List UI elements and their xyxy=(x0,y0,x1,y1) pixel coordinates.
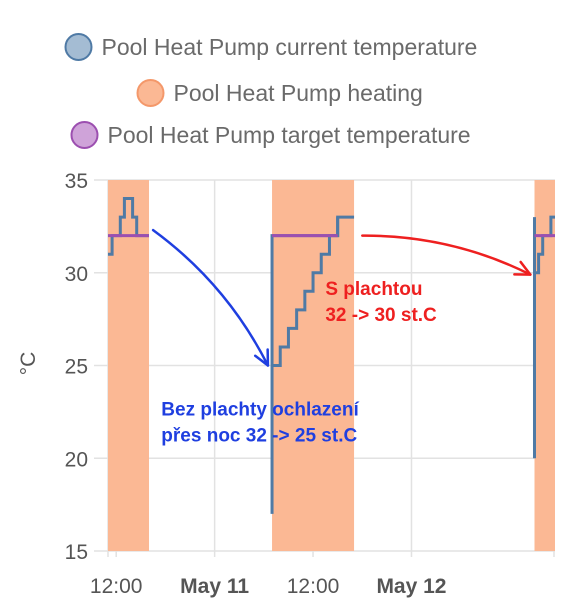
legend-marker xyxy=(70,121,99,149)
x-tick-label: May 11 xyxy=(180,575,249,598)
y-tick-label: 15 xyxy=(65,541,88,564)
annotation-arrowhead xyxy=(253,348,270,367)
y-tick-label: 35 xyxy=(65,170,88,193)
y-tick-label: 25 xyxy=(65,356,88,379)
x-tick-label: 12:00 xyxy=(287,575,340,598)
axes: 15 20 25 30 35 12:00 May 11 12:00 May 12 °C xyxy=(17,170,446,598)
y-tick-label: 30 xyxy=(65,263,88,286)
legend-label: Pool Heat Pump current temperature xyxy=(102,34,478,60)
legend-label: Pool Heat Pump heating xyxy=(174,80,423,106)
annotation-text: přes noc 32 -> 25 st.C xyxy=(161,426,357,447)
x-tick-label: 12:00 xyxy=(90,575,143,598)
series-line xyxy=(108,197,150,256)
legend-label: Pool Heat Pump target temperature xyxy=(108,122,471,148)
line-series xyxy=(108,197,555,514)
x-tick-label: May 12 xyxy=(376,575,446,598)
legend-marker xyxy=(136,79,165,107)
heating-area xyxy=(108,180,150,551)
annotation-text: 32 -> 30 st.C xyxy=(325,305,437,326)
annotation-arrow xyxy=(361,234,532,276)
legend-marker xyxy=(64,33,93,61)
y-tick-label: 20 xyxy=(65,448,88,471)
annotation-text: Bez plachty ochlazení xyxy=(161,400,359,421)
annotation-arrow xyxy=(151,228,270,367)
heating-area xyxy=(272,180,355,551)
series-line xyxy=(272,217,340,367)
annotation-arrowhead xyxy=(513,260,532,276)
annotations: Bez plachty ochlazení přes noc 32 -> 25 s… xyxy=(151,228,532,447)
annotation-text: S plachtou xyxy=(325,279,422,300)
y-axis-label: °C xyxy=(17,352,40,376)
legend: Pool Heat Pump current temperature Pool H… xyxy=(64,33,478,149)
series-line xyxy=(532,215,555,459)
